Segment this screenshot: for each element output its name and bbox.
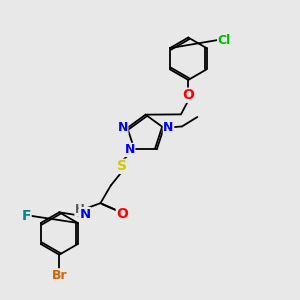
Text: N: N — [124, 143, 135, 156]
Text: N: N — [163, 121, 174, 134]
Text: O: O — [116, 207, 128, 221]
Text: N: N — [118, 121, 128, 134]
Text: O: O — [182, 88, 194, 102]
Text: Br: Br — [51, 269, 67, 282]
Text: S: S — [117, 159, 127, 173]
Text: H: H — [75, 202, 85, 216]
Text: Cl: Cl — [218, 34, 231, 46]
Text: F: F — [22, 209, 31, 223]
Text: N: N — [79, 208, 90, 220]
